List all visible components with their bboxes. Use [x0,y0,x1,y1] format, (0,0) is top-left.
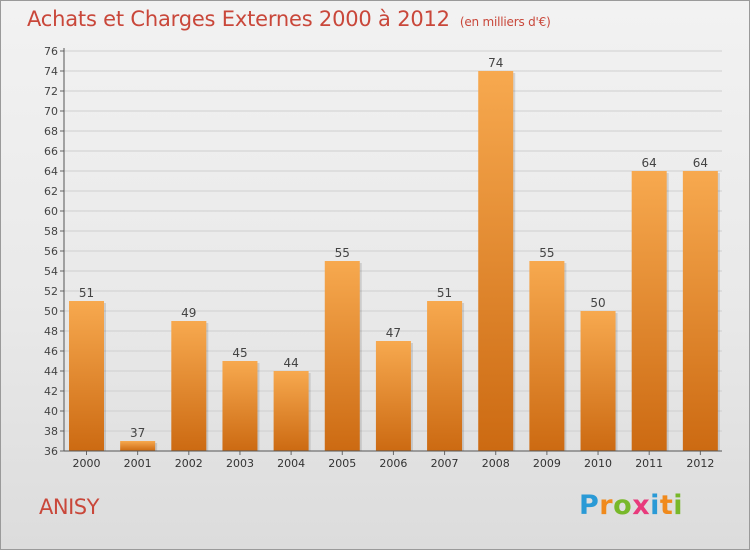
chart-title-text: Achats et Charges Externes 2000 à 2012 [27,7,450,31]
x-tick-label: 2011 [635,457,663,470]
data-label: 55 [539,246,554,260]
y-tick-label: 66 [44,145,58,158]
x-tick-label: 2012 [686,457,714,470]
bar [171,321,207,451]
y-tick-label: 60 [44,205,58,218]
y-tick-label: 48 [44,325,58,338]
x-tick-label: 2000 [73,457,101,470]
y-axis-ticks: 36 38 40 42 44 46 48 50 52 54 56 58 60 62 64 66 68 70 72 74… [44,45,64,458]
chart-subtitle: (en milliers d'€) [459,15,551,29]
bar [529,261,565,451]
bar [631,171,667,451]
x-tick-label: 2006 [379,457,407,470]
data-label: 45 [232,346,247,360]
bar [324,261,360,451]
y-tick-label: 74 [44,65,58,78]
y-tick-label: 72 [44,85,58,98]
logo-letter: P [579,490,600,521]
y-tick-label: 76 [44,45,58,58]
bar [682,171,718,451]
y-tick-label: 62 [44,185,58,198]
y-tick-label: 50 [44,305,58,318]
y-tick-label: 46 [44,345,58,358]
y-tick-label: 42 [44,385,58,398]
logo-letter: x [632,490,651,521]
data-label: 37 [130,426,145,440]
axes [63,48,722,452]
x-tick-label: 2004 [277,457,305,470]
logo-letter: t [659,490,674,521]
y-tick-label: 52 [44,285,58,298]
x-tick-label: 2007 [431,457,459,470]
data-label: 47 [386,326,401,340]
bar [273,371,309,451]
chart-title: Achats et Charges Externes 2000 à 2012 (e… [27,7,551,31]
data-label: 49 [181,306,196,320]
bar [69,301,104,451]
bar [120,441,156,451]
x-tick-label: 2008 [482,457,510,470]
data-label: 51 [79,286,94,300]
bar [222,361,258,451]
x-axis-ticks: 2000 2001 2002 2003 2004 2005 2006 2007 2008 2009… [73,451,714,470]
logo-letter: o [613,490,633,521]
y-tick-label: 54 [44,265,58,278]
bar [375,341,411,451]
y-tick-label: 64 [44,165,58,178]
commune-name: ANISY [39,495,99,519]
y-tick-label: 38 [44,425,58,438]
data-label: 64 [693,156,708,170]
logo-letter: i [673,490,684,521]
y-tick-label: 44 [44,365,58,378]
y-tick-label: 40 [44,405,58,418]
proxiti-logo[interactable]: Proxiti [579,490,683,521]
x-tick-label: 2009 [533,457,561,470]
bar [478,71,514,451]
x-tick-label: 2010 [584,457,612,470]
data-label: 51 [437,286,452,300]
data-label: 55 [335,246,350,260]
logo-letter: i [650,490,660,521]
y-tick-label: 56 [44,245,58,258]
bar [427,301,463,451]
x-tick-label: 2005 [328,457,356,470]
bar [580,311,616,451]
y-tick-label: 70 [44,105,58,118]
x-tick-label: 2002 [175,457,203,470]
x-tick-label: 2001 [124,457,152,470]
data-label: 44 [283,356,298,370]
x-tick-label: 2003 [226,457,254,470]
data-label: 74 [488,56,503,70]
y-tick-label: 58 [44,225,58,238]
data-label: 50 [590,296,605,310]
bars [69,71,720,451]
data-label: 64 [642,156,657,170]
logo-letter: r [599,490,614,521]
y-tick-label: 68 [44,125,58,138]
data-labels: 51 37 49 45 44 55 47 51 74 55 50 64 64 [79,56,708,440]
y-tick-label: 36 [44,445,58,458]
